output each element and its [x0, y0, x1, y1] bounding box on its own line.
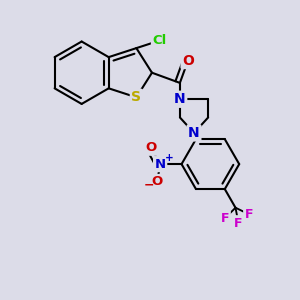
Text: F: F — [244, 208, 253, 221]
Text: +: + — [165, 153, 174, 163]
Text: N: N — [154, 158, 166, 171]
Text: O: O — [152, 176, 163, 188]
Text: F: F — [234, 217, 243, 230]
Text: S: S — [131, 90, 141, 104]
Text: F: F — [221, 212, 229, 225]
Text: N: N — [174, 92, 186, 106]
Text: −: − — [144, 178, 154, 191]
Text: O: O — [182, 53, 194, 68]
Text: O: O — [146, 141, 157, 154]
Text: N: N — [188, 126, 200, 140]
Text: Cl: Cl — [152, 34, 167, 47]
